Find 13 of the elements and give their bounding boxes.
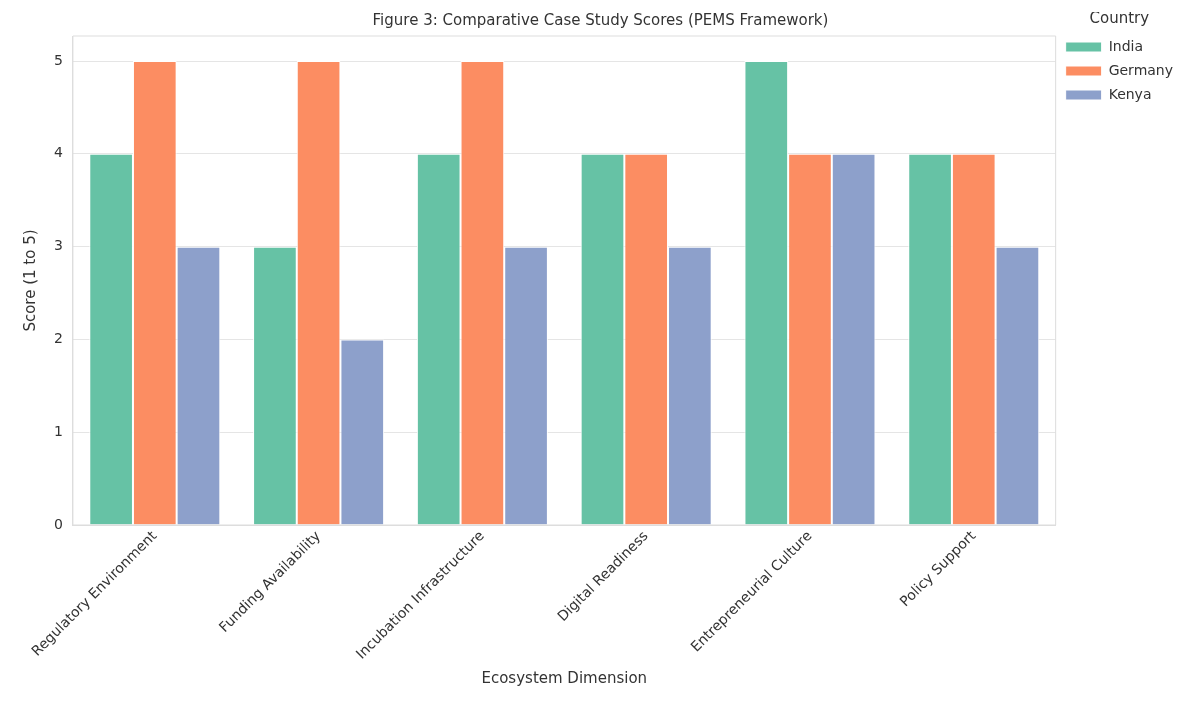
y-tick-label: 3 [53, 237, 63, 254]
y-tick-label: 5 [53, 51, 63, 68]
legend-label: Germany [1108, 61, 1174, 78]
legend-label: India [1108, 37, 1144, 54]
legend-title: Country [1089, 9, 1150, 28]
y-axis-title: Score (1 to 5) [20, 229, 39, 332]
y-tick-label: 0 [53, 515, 63, 532]
y-tick-label: 2 [53, 330, 63, 347]
legend-label: Kenya [1108, 85, 1152, 102]
x-axis-title: Ecosystem Dimension [481, 668, 648, 687]
y-tick-label: 1 [53, 422, 63, 439]
y-tick-label: 4 [53, 144, 63, 161]
chart-title: Figure 3: Comparative Case Study Scores (PEMS Framework) [372, 10, 829, 29]
